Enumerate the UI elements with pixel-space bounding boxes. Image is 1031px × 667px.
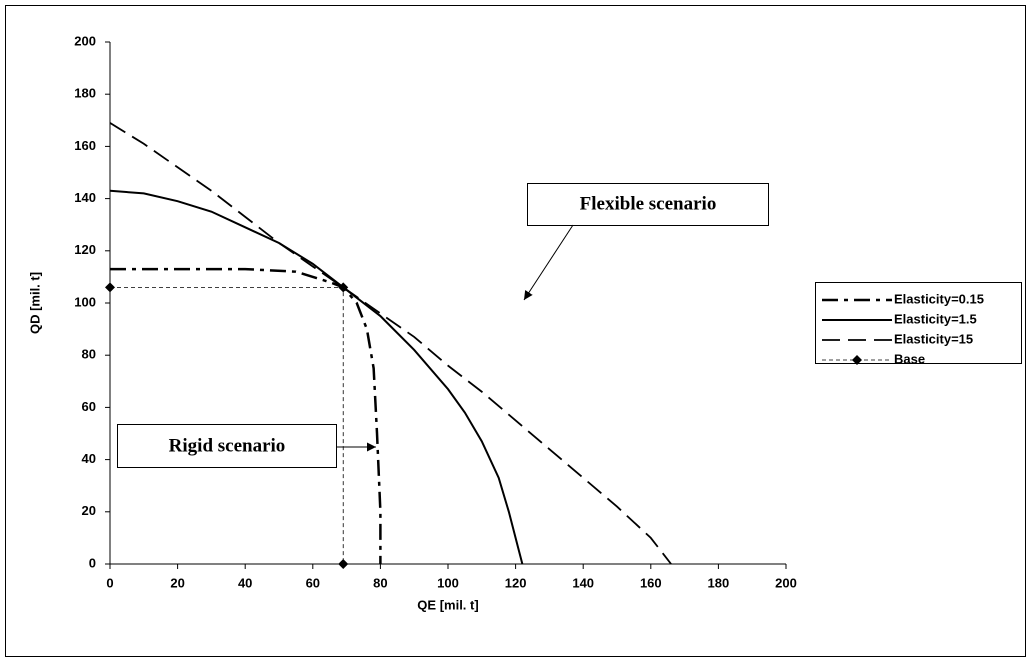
series-line [109,189,524,565]
legend-label: Elasticity=15 [894,331,973,346]
y-tick-label: 120 [74,242,96,257]
series-line [110,267,382,564]
y-tick-label: 80 [82,347,96,362]
x-tick-label: 180 [708,575,730,590]
legend-label: Elasticity=1.5 [894,311,977,326]
y-tick-label: 200 [74,33,96,48]
legend-label: Elasticity=0.15 [894,291,984,306]
x-axis-title: QE [mil. t] [417,597,478,612]
y-axis-title: QD [mil. t] [27,272,42,334]
y-tick-label: 180 [74,86,96,101]
x-tick-label: 160 [640,575,662,590]
series-line [109,122,672,565]
x-tick-label: 60 [306,575,320,590]
annotation: Flexible scenario [580,193,717,214]
y-tick-label: 140 [74,190,96,205]
annotation-box [117,424,337,468]
y-tick-label: 0 [89,555,96,570]
y-tick-label: 160 [74,138,96,153]
x-tick-label: 140 [572,575,594,590]
annotation-box [527,183,769,226]
y-tick-label: 60 [82,399,96,414]
marker [338,282,349,293]
x-tick-label: 0 [106,575,113,590]
annotation: Rigid scenario [169,435,286,456]
x-tick-label: 80 [373,575,387,590]
legend-box [815,282,1022,364]
x-tick-label: 40 [238,575,252,590]
x-tick-label: 100 [437,575,459,590]
marker [338,559,349,569]
x-tick-label: 120 [505,575,527,590]
x-tick-label: 200 [775,575,797,590]
y-tick-label: 40 [82,451,96,466]
y-tick-label: 20 [82,503,96,518]
legend-label: Base [894,351,925,366]
marker [105,282,115,293]
legend-marker [852,355,862,365]
x-tick-label: 20 [170,575,184,590]
y-tick-label: 100 [74,294,96,309]
annotation-arrow [523,224,574,301]
